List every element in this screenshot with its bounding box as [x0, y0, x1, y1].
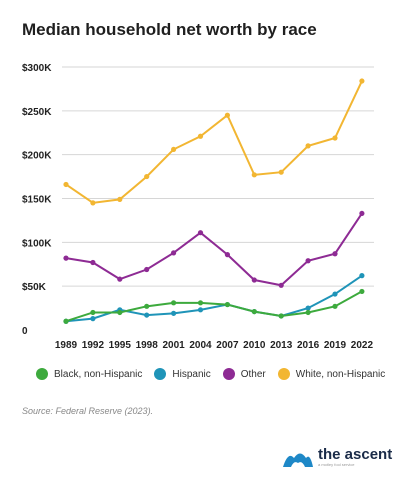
data-point [90, 259, 96, 266]
x-tick-label: 2019 [324, 340, 347, 351]
data-point [63, 255, 69, 261]
x-tick-label: 2001 [162, 340, 185, 351]
data-point [90, 309, 96, 316]
source-note: Source: Federal Reserve (2023). [22, 406, 154, 416]
data-point [224, 112, 230, 118]
series-line [65, 80, 363, 204]
data-point [90, 200, 96, 206]
legend-label: Other [240, 368, 266, 380]
series-line [65, 274, 363, 323]
data-point [251, 308, 257, 315]
data-point [332, 291, 338, 297]
data-point [224, 301, 230, 308]
gridlines [62, 66, 374, 287]
data-point [171, 310, 177, 316]
x-tick-label: 2004 [189, 340, 212, 351]
data-point [197, 307, 204, 313]
data-point [117, 276, 123, 282]
x-tick-label: 2010 [243, 340, 266, 351]
series-other [63, 210, 365, 288]
legend-swatch [36, 368, 48, 380]
chart-title: Median household net worth by race [22, 20, 317, 39]
series-line [65, 212, 363, 287]
data-point [332, 251, 338, 257]
x-tick-label: 1992 [82, 340, 105, 351]
data-point [359, 273, 365, 279]
data-point [90, 316, 96, 322]
data-point [117, 309, 123, 316]
series-white-non-hispanic [63, 78, 365, 206]
line-chart: 0$50K$100K$150K$200K$250K$300K 1989 1992 1… [22, 63, 374, 351]
series-lines [63, 78, 365, 324]
legend-label: Hispanic [172, 368, 211, 380]
data-point [144, 312, 150, 318]
x-tick-label: 2007 [216, 340, 239, 351]
y-tick-label: $50K [22, 282, 47, 293]
data-point [171, 250, 177, 256]
data-point [305, 305, 311, 311]
legend-swatch [222, 368, 235, 380]
data-point [224, 252, 230, 258]
legend-swatch [277, 368, 290, 380]
y-tick-label: $200K [22, 151, 52, 162]
data-point [63, 181, 69, 188]
data-point [171, 146, 177, 153]
data-point [197, 230, 204, 236]
data-point [144, 266, 150, 273]
y-tick-label: $250K [22, 107, 52, 118]
series-line [65, 290, 363, 323]
data-point [197, 300, 204, 306]
data-point [171, 300, 177, 306]
y-tick-label: 0 [22, 326, 28, 337]
data-point [332, 135, 338, 141]
y-tick-label: $300K [22, 63, 52, 74]
data-point [359, 210, 365, 217]
series-black-non-hispanic [63, 288, 365, 324]
y-tick-label: $100K [22, 238, 52, 249]
data-point [305, 309, 311, 316]
brand-name: the ascent [318, 446, 393, 463]
y-axis-ticks: 0 $50K $100K $150K $200K $250K $300K [22, 63, 52, 337]
data-point [332, 303, 338, 309]
x-tick-label: 1995 [109, 340, 132, 351]
brand-tagline: a motley fool service [318, 462, 355, 467]
ascent-logo-icon [283, 453, 313, 467]
x-tick-label: 2022 [351, 340, 374, 351]
legend-label: White, non-Hispanic [295, 368, 386, 380]
y-tick-label: $150K [22, 195, 52, 206]
legend-item: Other [222, 368, 266, 380]
legend-item: Hispanic [154, 368, 211, 380]
legend: Black, non-Hispanic Hispanic Other White, n… [36, 368, 397, 380]
data-point [251, 172, 257, 178]
data-point [197, 133, 204, 139]
data-point [278, 282, 284, 288]
data-point [117, 196, 123, 202]
legend-item: White, non-Hispanic [277, 368, 386, 380]
x-axis-ticks: 1989 1992 1995 1998 2001 2004 2007 2010 2013 2016… [55, 340, 374, 351]
legend-swatch [154, 368, 167, 380]
data-point [251, 277, 257, 283]
legend-label: Black, non-Hispanic [54, 368, 143, 380]
data-point [305, 258, 311, 264]
data-point [359, 78, 365, 84]
data-point [305, 143, 311, 149]
brand-logo: the ascent a motley fool service [282, 447, 392, 468]
series-hispanic [63, 273, 365, 324]
data-point [278, 313, 284, 319]
legend-item: Black, non-Hispanic [36, 368, 142, 380]
data-point [359, 288, 365, 295]
data-point [144, 303, 150, 309]
x-tick-label: 1998 [136, 340, 159, 351]
x-tick-label: 1989 [55, 340, 78, 351]
data-point [144, 173, 150, 180]
x-tick-label: 2016 [297, 340, 320, 351]
x-tick-label: 2013 [270, 340, 293, 351]
data-point [278, 169, 284, 175]
data-point [63, 318, 69, 324]
